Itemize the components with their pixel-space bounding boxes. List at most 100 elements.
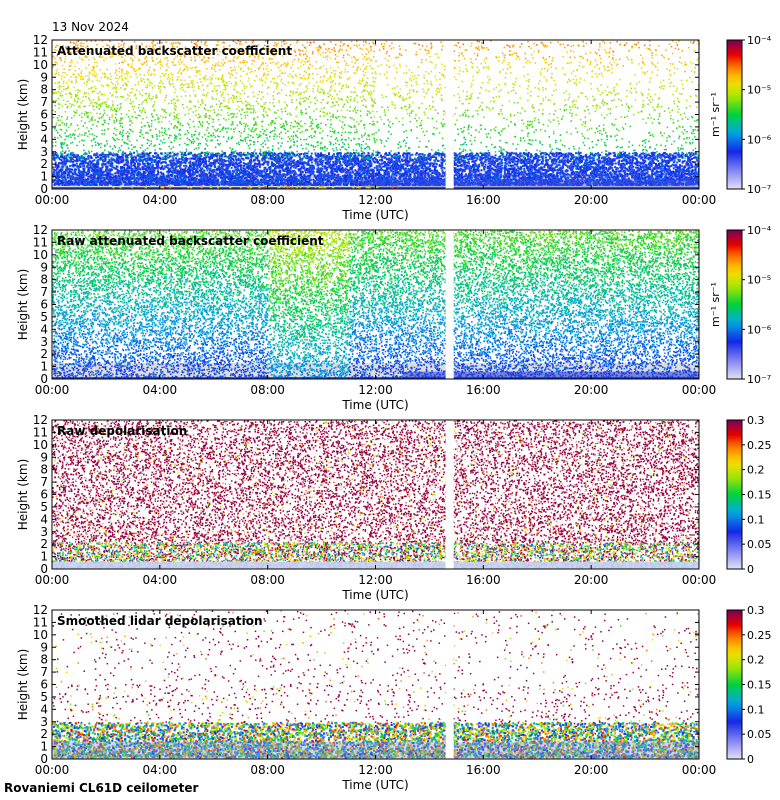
colorbar-tick-label: 10⁻⁶ [747,323,772,336]
ytick-label: 3 [40,525,48,539]
ytick-label: 10 [33,58,48,72]
ytick-label: 7 [40,95,48,109]
ytick-label: 12 [33,413,48,427]
xtick-label: 16:00 [466,193,501,207]
ytick-label: 9 [40,70,48,84]
ytick-label: 2 [40,157,48,171]
ytick-label: 3 [40,145,48,159]
colorbar-tick-label: 10⁻⁶ [747,133,772,146]
ytick-label: 8 [40,463,48,477]
colorbar-tick-label: 0.15 [747,489,772,502]
ytick-label: 11 [33,425,48,439]
colorbar-tick-label: 0.05 [747,728,772,741]
ytick-label: 3 [40,335,48,349]
panel-title: Smoothed lidar depolarisation [57,614,263,628]
ytick-label: 6 [40,298,48,312]
ytick-label: 2 [40,347,48,361]
ytick-label: 9 [40,640,48,654]
ytick-label: 4 [40,512,48,526]
xtick-label: 00:00 [35,383,70,397]
y-axis-label: Height (km) [16,649,30,720]
xtick-label: 00:00 [682,573,717,587]
xtick-label: 12:00 [358,193,393,207]
ytick-label: 5 [40,690,48,704]
ytick-label: 4 [40,132,48,146]
heatmap-4 [52,610,701,759]
colorbar-tick-label: 0.1 [747,703,765,716]
heatmap-1 [52,40,701,190]
xtick-label: 04:00 [143,383,178,397]
colorbar-gradient [727,610,742,759]
ytick-label: 2 [40,537,48,551]
ytick-label: 1 [40,550,48,564]
colorbar-tick-label: 0.3 [747,414,765,427]
colorbar-tick-label: 10⁻⁴ [747,224,772,237]
xtick-label: 00:00 [35,193,70,207]
xtick-label: 04:00 [143,763,178,777]
ytick-label: 12 [33,603,48,617]
xtick-label: 16:00 [466,383,501,397]
xtick-label: 12:00 [358,383,393,397]
data-gap [446,420,454,569]
colorbar-unit-label: m⁻¹ sr⁻¹ [709,282,722,327]
xtick-label: 00:00 [682,763,717,777]
x-axis-label: Time (UTC) [341,588,408,602]
data-gap [446,230,454,379]
colorbar-gradient [727,230,742,379]
colorbar-2: 10⁻⁷10⁻⁶10⁻⁵10⁻⁴m⁻¹ sr⁻¹ [709,224,772,386]
y-axis-label: Height (km) [16,79,30,150]
ytick-label: 8 [40,273,48,287]
xtick-label: 00:00 [35,573,70,587]
colorbar-tick-label: 0.25 [747,439,772,452]
xtick-label: 20:00 [574,763,609,777]
ytick-label: 2 [40,727,48,741]
xtick-label: 04:00 [143,193,178,207]
ytick-label: 6 [40,488,48,502]
colorbar-tick-label: 10⁻⁴ [747,34,772,47]
colorbar-unit-label: m⁻¹ sr⁻¹ [709,92,722,137]
ytick-label: 10 [33,628,48,642]
ytick-label: 5 [40,120,48,134]
colorbar-tick-label: 0.2 [747,654,765,667]
xtick-label: 00:00 [682,193,717,207]
ytick-label: 12 [33,33,48,47]
colorbar-tick-label: 0.15 [747,679,772,692]
xtick-label: 00:00 [682,383,717,397]
xtick-label: 08:00 [250,763,285,777]
ytick-label: 11 [33,235,48,249]
xtick-label: 20:00 [574,193,609,207]
xtick-label: 00:00 [35,763,70,777]
y-axis-label: Height (km) [16,269,30,340]
panel-title: Raw depolarisation [57,424,187,438]
colorbar-tick-label: 0 [747,563,754,576]
colorbar-tick-label: 0.1 [747,513,765,526]
x-axis-label: Time (UTC) [341,208,408,222]
x-axis-label: Time (UTC) [341,398,408,412]
ytick-label: 6 [40,108,48,122]
data-gap [446,40,454,189]
ytick-label: 7 [40,665,48,679]
ytick-label: 1 [40,360,48,374]
ytick-label: 5 [40,500,48,514]
ytick-label: 11 [33,45,48,59]
colorbar-tick-label: 0 [747,753,754,766]
colorbar-tick-label: 0.2 [747,464,765,477]
panel-title: Raw attenuated backscatter coefficient [57,234,324,248]
xtick-label: 20:00 [574,573,609,587]
xtick-label: 12:00 [358,573,393,587]
y-axis-label: Height (km) [16,459,30,530]
colorbar-3: 00.050.10.150.20.250.3 [727,414,772,576]
ytick-label: 12 [33,223,48,237]
instrument-label: Rovaniemi CL61D ceilometer [4,781,198,795]
panel-title: Attenuated backscatter coefficient [57,44,292,58]
ytick-label: 1 [40,740,48,754]
colorbar-gradient [727,40,742,189]
heatmap-2 [52,230,701,381]
ytick-label: 4 [40,702,48,716]
data-gap [446,610,454,759]
